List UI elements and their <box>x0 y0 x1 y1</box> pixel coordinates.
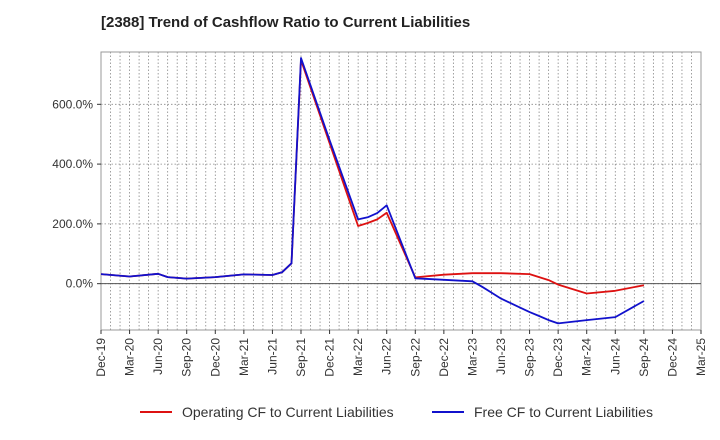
x-tick-label: Dec-19 <box>94 338 108 377</box>
x-tick-label: Dec-23 <box>551 338 565 377</box>
x-tick-label: Mar-25 <box>694 338 708 376</box>
grid-lines <box>101 52 701 330</box>
x-tick-labels: Dec-19 Mar-20 Jun-20 Sep-20 Dec-20 Mar-21 Jun-… <box>94 338 708 377</box>
x-tick-label: Dec-21 <box>323 338 337 377</box>
legend-item-operating-cf: Operating CF to Current Liabilities <box>140 404 394 420</box>
x-tick-label: Dec-22 <box>437 338 451 377</box>
x-tick-label: Sep-23 <box>523 338 537 377</box>
series-lines <box>100 57 645 325</box>
x-tick-label: Mar-22 <box>351 338 365 376</box>
x-tick-label: Jun-23 <box>494 338 508 375</box>
y-tick-label: 400.0% <box>52 157 93 171</box>
plot-frame <box>100 51 702 331</box>
y-tick-labels: 0.0% 200.0% 400.0% 600.0% <box>52 97 93 290</box>
x-tick-label: Sep-24 <box>637 338 651 377</box>
x-tick-label: Jun-21 <box>265 338 279 375</box>
x-tick-label: Sep-21 <box>294 338 308 377</box>
series-line-free-cf <box>100 57 645 325</box>
x-tick-label: Mar-23 <box>465 338 479 376</box>
x-tick-label: Dec-24 <box>665 338 679 377</box>
series-line-operating-cf <box>100 59 645 295</box>
chart-title: [2388] Trend of Cashflow Ratio to Curren… <box>101 14 471 31</box>
legend-label-operating-cf: Operating CF to Current Liabilities <box>182 404 394 420</box>
legend-label-free-cf: Free CF to Current Liabilities <box>474 404 653 420</box>
x-tick-label: Mar-24 <box>580 338 594 376</box>
x-tick-label: Jun-24 <box>608 338 622 375</box>
legend-item-free-cf: Free CF to Current Liabilities <box>432 404 653 420</box>
y-tick-label: 200.0% <box>52 217 93 231</box>
axes <box>97 51 702 334</box>
y-tick-label: 600.0% <box>52 97 93 111</box>
x-tick-label: Jun-20 <box>151 338 165 375</box>
x-tick-label: Sep-22 <box>408 338 422 377</box>
legend: Operating CF to Current Liabilities Free… <box>0 404 720 426</box>
x-tick-label: Mar-20 <box>123 338 137 376</box>
x-tick-label: Sep-20 <box>180 338 194 377</box>
x-tick-label: Mar-21 <box>237 338 251 376</box>
legend-swatch-free-cf <box>432 411 464 413</box>
y-tick-label: 0.0% <box>66 277 94 291</box>
x-tick-label: Jun-22 <box>380 338 394 375</box>
x-tick-label: Dec-20 <box>208 338 222 377</box>
legend-swatch-operating-cf <box>140 411 172 413</box>
